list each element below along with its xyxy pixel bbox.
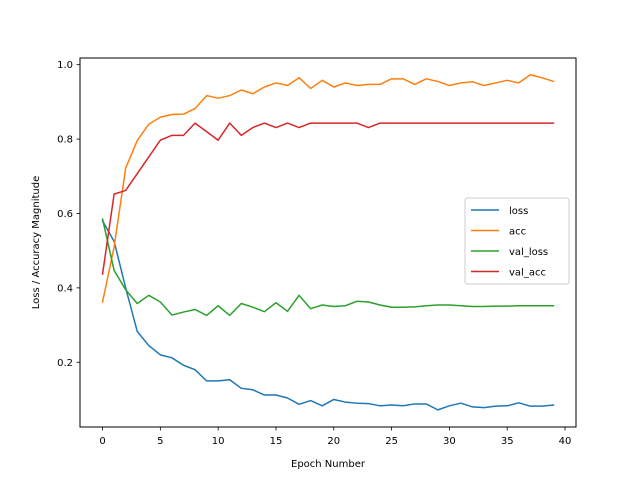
x-tick-label: 20	[327, 436, 340, 447]
series-layer	[101, 73, 555, 411]
y-tick-label: 0.4	[57, 283, 73, 294]
x-tick-label: 15	[270, 436, 283, 447]
x-tick-label: 40	[559, 436, 572, 447]
legend: loss acc val_loss val_acc	[464, 197, 570, 285]
y-tick-label: 0.8	[57, 135, 73, 146]
x-axis-ticks: 0 5 10 15 20 25 30 35 40	[99, 427, 571, 447]
legend-label-val-acc: val_acc	[509, 268, 546, 279]
legend-label-acc: acc	[509, 227, 526, 238]
y-tick-label: 1.0	[57, 60, 73, 71]
series-line-val-loss	[101, 218, 555, 317]
plot-frame	[79, 57, 577, 428]
series-line-loss	[101, 219, 555, 411]
series-line-val-acc	[101, 122, 555, 275]
y-axis-ticks: 0.2 0.4 0.6 0.8 1.0	[57, 60, 80, 369]
x-tick-label: 35	[501, 436, 514, 447]
x-tick-label: 25	[385, 436, 398, 447]
legend-label-loss: loss	[509, 206, 528, 217]
x-tick-label: 10	[212, 436, 225, 447]
x-tick-label: 0	[99, 436, 105, 447]
legend-label-val-loss: val_loss	[509, 247, 548, 258]
x-tick-label: 30	[443, 436, 456, 447]
x-axis-label: Epoch Number	[291, 459, 366, 470]
series-line-acc	[101, 73, 555, 303]
y-axis-label: Loss / Accuracy Magnitude	[31, 176, 42, 309]
y-tick-label: 0.2	[57, 358, 73, 369]
y-tick-label: 0.6	[57, 209, 73, 220]
x-tick-label: 5	[157, 436, 163, 447]
legend-box	[464, 197, 570, 285]
